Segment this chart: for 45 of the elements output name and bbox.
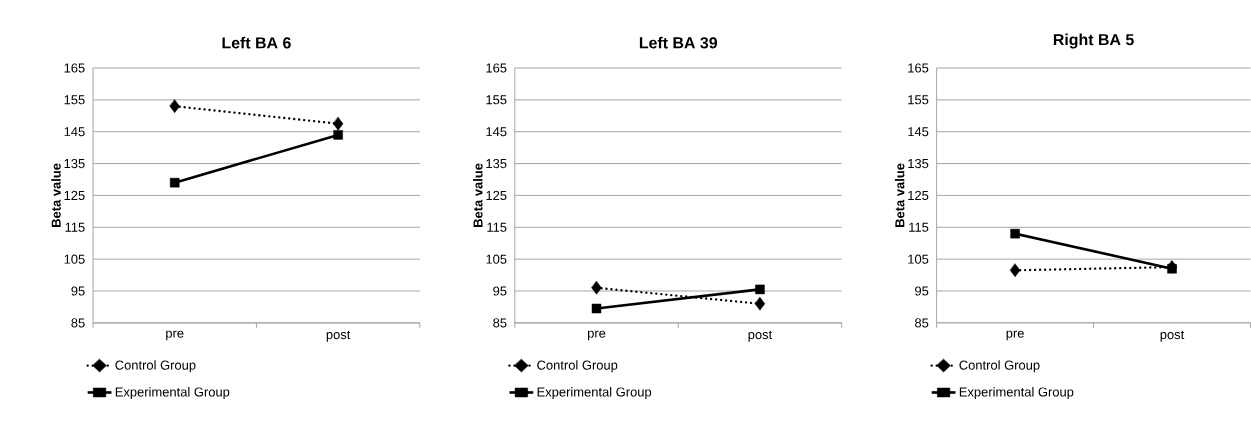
x-tick-label: pre [587,330,606,341]
chart-title: Left BA 39 [639,36,718,49]
y-tick-label: 125 [64,190,85,201]
y-tick-label: 105 [908,254,929,264]
y-tick-label: 95 [71,286,85,296]
x-tick-label: pre [1006,330,1024,341]
y-tick-label: 165 [908,63,929,73]
y-tick-label: 125 [908,190,929,201]
y-tick-label: 145 [64,127,85,137]
x-tick-label: post [748,330,773,342]
y-tick-label: 95 [493,286,507,296]
y-tick-label: 115 [487,222,507,232]
legend-label: Experimental Group [537,387,652,400]
y-tick-label: 145 [486,127,507,137]
y-axis-title: Beta value [51,163,61,228]
legend-label: Control Group [959,360,1040,373]
y-tick-label: 135 [486,159,507,169]
y-axis-title: Beta value [473,163,483,228]
y-tick-label: 85 [915,318,929,328]
y-tick-label: 155 [486,95,507,105]
x-tick-label: post [1160,330,1185,342]
x-tick-label: post [326,330,351,342]
y-tick-label: 105 [64,254,85,264]
y-tick-label: 165 [486,63,507,73]
legend-label: Control Group [115,360,196,373]
y-tick-label: 95 [915,286,929,296]
x-tick-label: pre [166,330,184,341]
y-tick-label: 115 [65,222,85,232]
y-axis-title: Beta value [894,163,905,228]
y-tick-label: 145 [908,127,929,137]
legend-label: Experimental Group [115,387,230,400]
y-tick-label: 155 [908,95,929,105]
legend-label: Control Group [537,360,618,373]
y-tick-label: 125 [486,190,507,201]
y-tick-label: 85 [493,318,507,328]
y-tick-label: 155 [64,95,85,105]
legend-label: Experimental Group [959,387,1074,400]
chart-title: Left BA 6 [222,36,291,49]
chart-title: Right BA 5 [1053,33,1134,49]
y-tick-label: 165 [64,63,85,73]
y-tick-label: 115 [909,222,929,232]
y-tick-label: 135 [908,159,929,169]
y-tick-label: 85 [71,318,85,328]
y-tick-label: 105 [486,254,507,264]
y-tick-label: 135 [64,159,85,169]
